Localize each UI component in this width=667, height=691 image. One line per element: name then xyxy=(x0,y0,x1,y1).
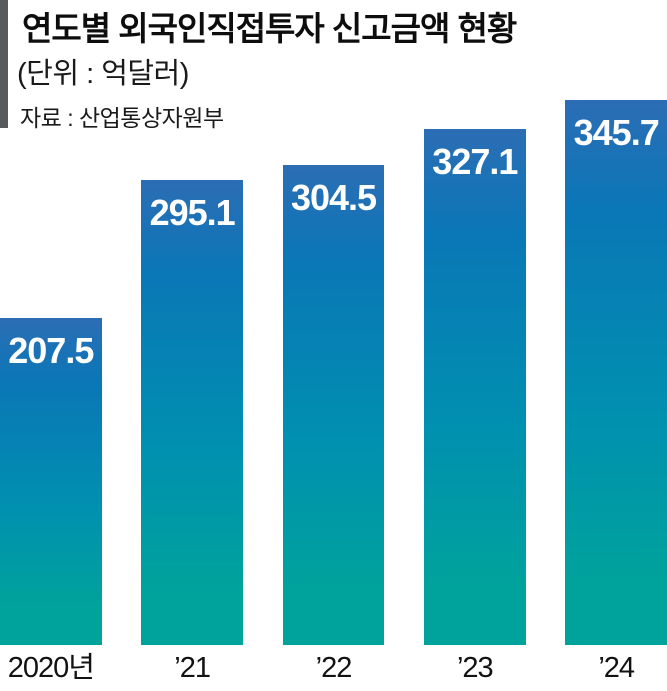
bar-’23: 327.1 xyxy=(424,129,526,645)
x-axis-label: ’22 xyxy=(315,652,353,684)
bar-value-label: 327.1 xyxy=(432,141,518,183)
bar-value-label: 345.7 xyxy=(573,112,660,153)
x-axis-label: ’23 xyxy=(456,652,494,684)
bar-’21: 295.1 xyxy=(141,179,243,645)
bar-value-label: 207.5 xyxy=(8,329,94,371)
x-axis-label: 2020년 xyxy=(7,652,95,684)
title-accent-bar xyxy=(0,0,8,128)
x-axis-label: ’21 xyxy=(174,652,211,684)
chart-title: 연도별 외국인직접투자 신고금액 현황 xyxy=(22,10,517,47)
bar-value-label: 295.1 xyxy=(149,191,236,233)
x-axis-label: ’24 xyxy=(598,652,635,684)
unit-label: (단위 : 억달러) xyxy=(17,58,189,90)
bar-’22: 304.5 xyxy=(282,164,385,645)
bar-2020년: 207.5 xyxy=(0,317,102,645)
bar-value-label: 304.5 xyxy=(290,176,377,218)
source-label: 자료 : 산업통상자원부 xyxy=(20,105,224,131)
bar-’24: 345.7 xyxy=(565,100,667,645)
